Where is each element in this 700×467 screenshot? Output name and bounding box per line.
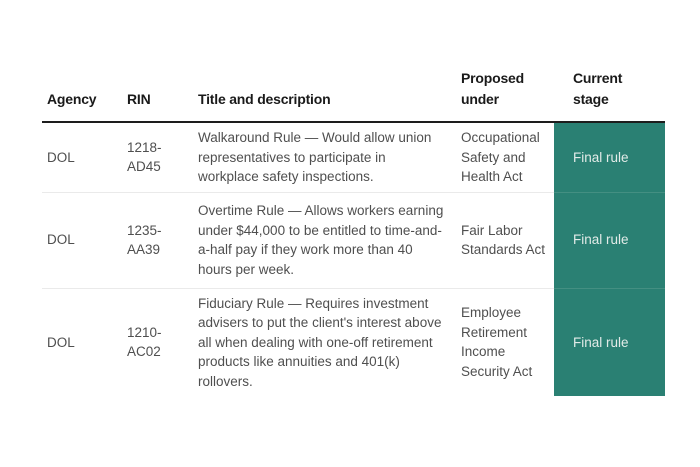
cell-rin: 1210-AC02 (127, 324, 162, 360)
table-row: DOL 1210-AC02 Fiduciary Rule — Requires … (42, 288, 665, 396)
cell-title: Fiduciary Rule — Requires investment adv… (198, 295, 442, 389)
header-agency: Agency (42, 67, 122, 123)
cell-agency: DOL (42, 122, 122, 193)
table-body: DOL 1218-AD45 Walkaround Rule — Would al… (42, 122, 665, 396)
cell-current-stage: Final rule (554, 288, 665, 396)
cell-proposed-under: Occupational Safety and Health Act (460, 122, 554, 193)
table-row: DOL 1218-AD45 Walkaround Rule — Would al… (42, 122, 665, 193)
cell-rin: 1235-AA39 (122, 192, 197, 289)
header-rin: RIN (122, 67, 197, 123)
rules-table-container: Agency RIN Title and description Propose… (42, 67, 665, 396)
cell-current-stage: Final rule (554, 122, 665, 193)
cell-agency: DOL (47, 334, 75, 350)
header-row: Agency RIN Title and description Propose… (42, 67, 665, 123)
table-row: DOL 1235-AA39 Overtime Rule — Allows wor… (42, 192, 665, 289)
cell-title: Overtime Rule — Allows workers earning u… (197, 192, 460, 289)
cell-title: Walkaround Rule — Would allow union repr… (197, 122, 460, 193)
cell-proposed-under: Employee Retirement Income Security Act (461, 305, 533, 379)
cell-current-stage: Final rule (554, 192, 665, 289)
cell-rin: 1218-AD45 (122, 122, 197, 193)
rules-table: Agency RIN Title and description Propose… (42, 67, 665, 396)
cell-agency: DOL (42, 192, 122, 289)
cell-proposed-under: Fair Labor Standards Act (460, 192, 554, 289)
header-current-stage: Current stage (554, 67, 665, 123)
header-title: Title and description (197, 67, 460, 123)
table-header: Agency RIN Title and description Propose… (42, 67, 665, 123)
header-proposed-under: Proposed under (460, 67, 554, 123)
